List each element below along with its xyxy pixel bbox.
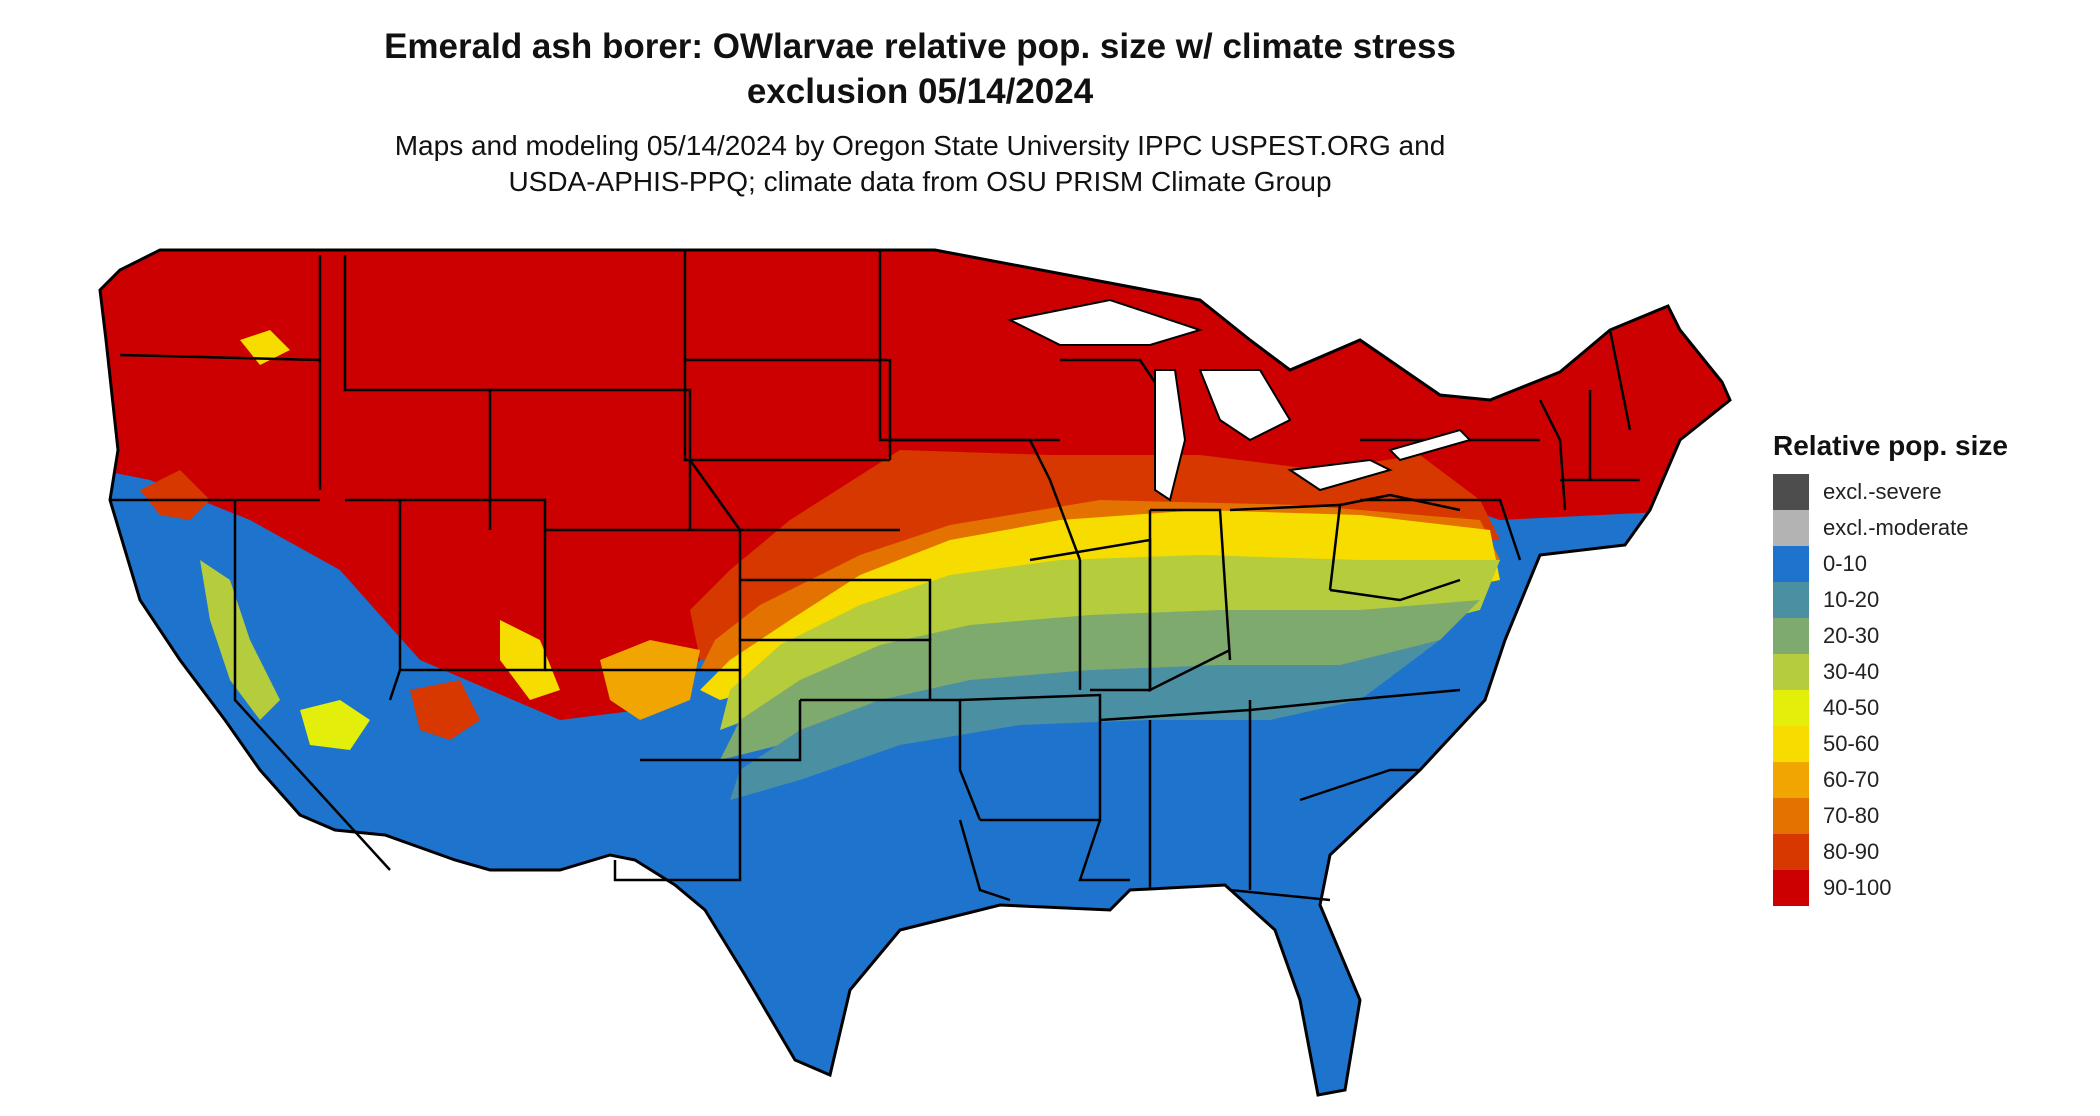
legend-label: 0-10 — [1823, 551, 1868, 576]
legend-items: excl.-severe excl.-moderate 0-10 10-20 2… — [1773, 474, 2008, 906]
legend-item: excl.-severe — [1773, 474, 2008, 510]
legend-label: 20-30 — [1823, 623, 1880, 648]
legend-label: 30-40 — [1823, 659, 1880, 684]
legend-swatch — [1773, 834, 1809, 870]
map-title-line2: exclusion 05/14/2024 — [746, 72, 1094, 111]
legend-item: 60-70 — [1773, 762, 2008, 798]
legend-item: 70-80 — [1773, 798, 2008, 834]
legend-swatch — [1773, 618, 1809, 654]
legend-title: Relative pop. size — [1773, 430, 2008, 461]
legend-swatch — [1773, 870, 1809, 906]
legend-swatch — [1773, 546, 1809, 582]
us-outline — [98, 248, 1732, 1097]
legend-item: 10-20 — [1773, 582, 2008, 618]
legend-item: 90-100 — [1773, 870, 2008, 906]
legend-swatch — [1773, 762, 1809, 798]
legend-label: 40-50 — [1823, 695, 1880, 720]
legend-label: 50-60 — [1823, 731, 1880, 756]
legend-item: 50-60 — [1773, 726, 2008, 762]
state-boundaries — [110, 250, 1640, 902]
map-title: Emerald ash borer: OWlarvae relative pop… — [0, 24, 1840, 114]
legend-swatch — [1773, 654, 1809, 690]
legend-swatch — [1773, 474, 1809, 510]
map-subtitle: Maps and modeling 05/14/2024 by Oregon S… — [0, 128, 1840, 200]
legend-swatch — [1773, 510, 1809, 546]
legend-swatch — [1773, 582, 1809, 618]
legend-label: 80-90 — [1823, 839, 1880, 864]
legend-item: 20-30 — [1773, 618, 2008, 654]
legend-label: 60-70 — [1823, 767, 1880, 792]
great-lakes — [1006, 298, 1472, 502]
legend: Relative pop. size excl.-severe excl.-mo… — [1773, 430, 2008, 906]
legend-swatch — [1773, 726, 1809, 762]
legend-item: 0-10 — [1773, 546, 2008, 582]
legend-label: excl.-moderate — [1823, 515, 1969, 540]
legend-label: 70-80 — [1823, 803, 1880, 828]
map-subtitle-line1: Maps and modeling 05/14/2024 by Oregon S… — [394, 130, 1446, 161]
legend-label: excl.-severe — [1823, 479, 1942, 504]
map-subtitle-line2: USDA-APHIS-PPQ; climate data from OSU PR… — [508, 166, 1332, 197]
legend-item: 40-50 — [1773, 690, 2008, 726]
legend-item: excl.-moderate — [1773, 510, 2008, 546]
legend-swatch — [1773, 798, 1809, 834]
legend-item: 30-40 — [1773, 654, 2008, 690]
legend-label: 10-20 — [1823, 587, 1880, 612]
legend-item: 80-90 — [1773, 834, 2008, 870]
legend-swatch — [1773, 690, 1809, 726]
legend-label: 90-100 — [1823, 875, 1892, 900]
map-title-line1: Emerald ash borer: OWlarvae relative pop… — [384, 27, 1456, 66]
